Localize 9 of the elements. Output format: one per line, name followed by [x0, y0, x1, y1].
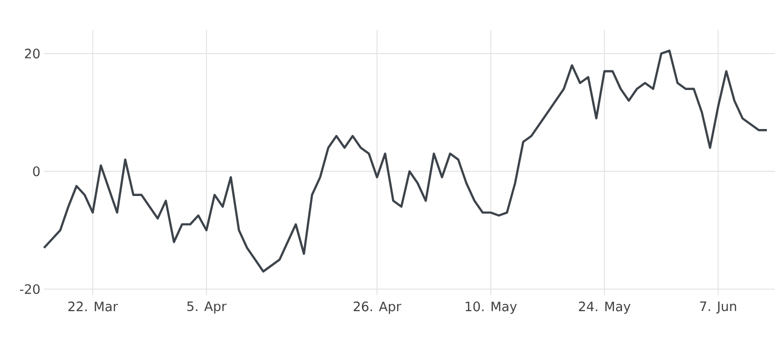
x-tick-label: 5. Apr: [187, 302, 227, 314]
x-tick-label: 22. Mar: [68, 302, 118, 312]
x-tick-label: 10. May: [466, 302, 517, 314]
x-tick-label: 24. May: [578, 302, 630, 314]
x-tick-label: 7. Jun: [700, 302, 736, 314]
y-tick-label: 20: [24, 48, 40, 58]
x-tick-label: 26. Apr: [354, 302, 402, 314]
y-tick-label: 0: [33, 166, 40, 176]
y-tick-label: -20: [20, 284, 40, 294]
